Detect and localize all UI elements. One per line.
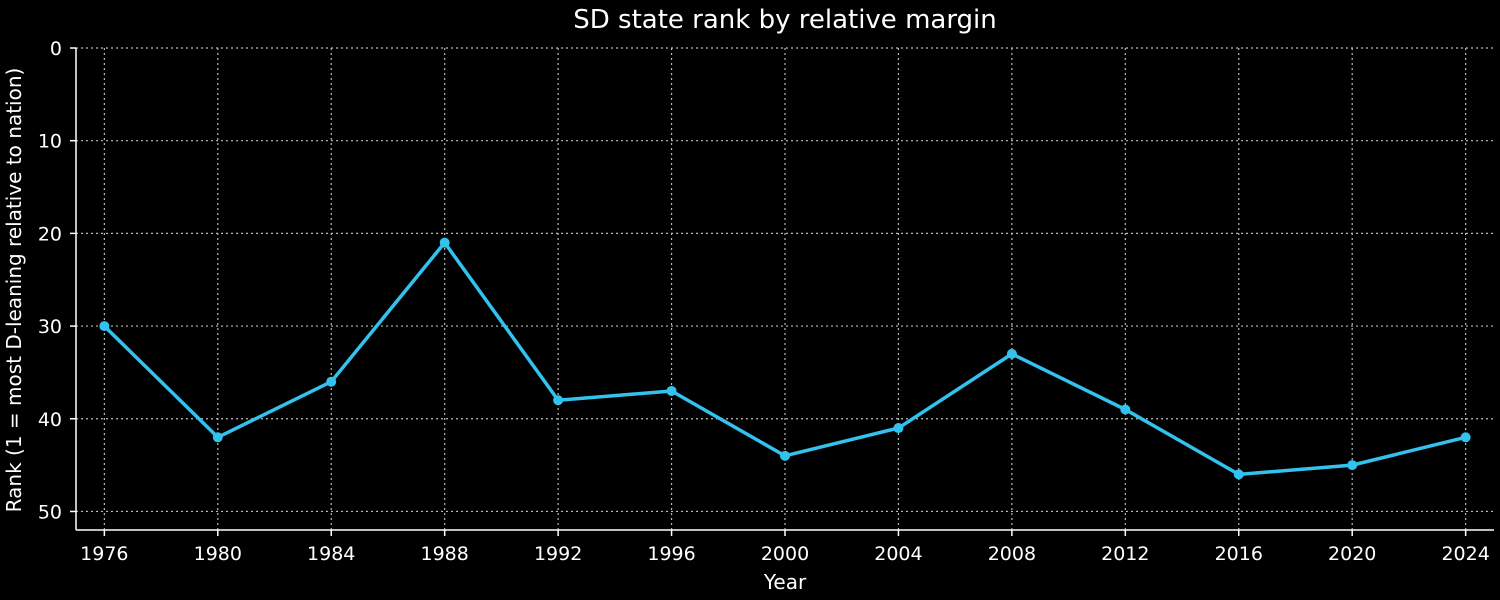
data-point bbox=[326, 376, 337, 387]
data-point bbox=[99, 321, 110, 332]
data-point bbox=[1347, 460, 1358, 471]
y-tick-label: 10 bbox=[38, 131, 62, 153]
y-tick-label: 30 bbox=[38, 316, 62, 338]
x-tick-label: 2012 bbox=[1101, 543, 1149, 565]
y-ticks: 0 10 20 30 40 50 bbox=[38, 38, 76, 523]
x-tick-label: 2008 bbox=[988, 543, 1036, 565]
data-point bbox=[893, 423, 904, 434]
x-tick-label: 2000 bbox=[761, 543, 809, 565]
data-point bbox=[212, 432, 223, 443]
x-tick-label: 1988 bbox=[421, 543, 469, 565]
y-tick-label: 40 bbox=[38, 409, 62, 431]
data-point bbox=[439, 237, 450, 248]
x-tick-label: 1980 bbox=[194, 543, 242, 565]
y-tick-label: 50 bbox=[38, 501, 62, 523]
data-point bbox=[1233, 469, 1244, 480]
data-point bbox=[553, 395, 564, 406]
x-ticks: 1976 1980 1984 1988 1992 1996 2000 2004 2008 2012… bbox=[80, 530, 1490, 565]
series bbox=[99, 237, 1471, 480]
grid bbox=[76, 47, 1494, 530]
chart-title: SD state rank by relative margin bbox=[573, 5, 997, 35]
data-point bbox=[666, 385, 677, 396]
x-tick-label: 1984 bbox=[307, 543, 355, 565]
y-axis-label: Rank (1 = most D-leaning relative to nat… bbox=[2, 68, 26, 513]
data-point bbox=[1120, 404, 1131, 415]
x-tick-label: 2016 bbox=[1215, 543, 1263, 565]
data-point bbox=[780, 450, 790, 461]
y-tick-label: 0 bbox=[50, 38, 62, 60]
data-point bbox=[1460, 432, 1471, 443]
x-tick-label: 1996 bbox=[647, 543, 695, 565]
x-tick-label: 1992 bbox=[534, 543, 582, 565]
x-tick-label: 2020 bbox=[1328, 543, 1376, 565]
data-point bbox=[1006, 348, 1017, 359]
x-axis-label: Year bbox=[763, 570, 807, 594]
x-tick-label: 2024 bbox=[1441, 543, 1489, 565]
x-tick-label: 1976 bbox=[80, 543, 128, 565]
y-tick-label: 20 bbox=[38, 223, 62, 245]
x-tick-label: 2004 bbox=[874, 543, 922, 565]
